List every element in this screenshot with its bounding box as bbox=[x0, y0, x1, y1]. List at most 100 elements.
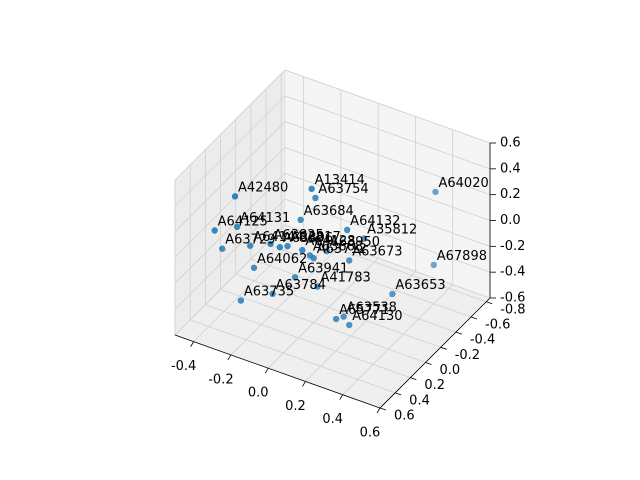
grid-z-left bbox=[174, 121, 286, 232]
point-label-A63653: A63653 bbox=[395, 278, 445, 293]
point-label-A64130: A64130 bbox=[352, 309, 402, 324]
point-label-A35812: A35812 bbox=[367, 223, 417, 238]
point-A63735 bbox=[237, 297, 245, 304]
point-A63684 bbox=[297, 216, 304, 224]
grid-z-left bbox=[174, 198, 286, 310]
point-A63941 bbox=[291, 274, 299, 281]
point-label-A42480: A42480 bbox=[238, 180, 288, 195]
tick-labels: -0.4-0.20.00.20.40.6-0.8-0.6-0.4-0.20.00… bbox=[171, 136, 526, 441]
x-tick bbox=[302, 381, 306, 387]
x-tick-label: -0.4 bbox=[171, 359, 196, 374]
point-A63712 bbox=[310, 254, 317, 262]
grid-y-floor bbox=[205, 304, 411, 379]
grid-x-floor bbox=[230, 244, 342, 356]
y-tick bbox=[455, 331, 462, 335]
x-tick bbox=[376, 407, 381, 414]
x-tick-label: 0.4 bbox=[322, 412, 343, 427]
point-label-A63668: A63668 bbox=[313, 239, 363, 254]
point-A67898 bbox=[430, 261, 437, 269]
grid-z-back bbox=[284, 224, 491, 299]
grid-z-back bbox=[284, 95, 491, 170]
y-tick-label: -0.4 bbox=[470, 333, 495, 348]
grid-x-floor bbox=[267, 257, 379, 369]
point-A64128 bbox=[299, 246, 306, 254]
x-tick-label: -0.2 bbox=[208, 372, 233, 387]
point-label-A63673: A63673 bbox=[352, 244, 402, 259]
point-label-A13414: A13414 bbox=[315, 173, 365, 188]
grid-y-floor bbox=[220, 289, 426, 363]
grid-y-floor bbox=[190, 319, 396, 394]
point-A63754 bbox=[312, 194, 319, 202]
grid-y-floor bbox=[235, 273, 441, 348]
x-tick-label: 0.6 bbox=[360, 426, 381, 441]
point-A63538 bbox=[340, 313, 347, 320]
point-A35812 bbox=[360, 235, 368, 242]
point-label-A64020: A64020 bbox=[438, 176, 488, 191]
y-tick bbox=[410, 377, 417, 381]
point-A64144 bbox=[247, 242, 254, 249]
grid-z-left bbox=[174, 69, 286, 181]
point-A63729 bbox=[219, 245, 226, 252]
x-tick bbox=[190, 341, 194, 347]
point-label-A64144: A64144 bbox=[253, 230, 303, 245]
point-A64062 bbox=[250, 264, 258, 271]
point-label-A63784: A63784 bbox=[276, 278, 326, 293]
y-tick bbox=[395, 392, 402, 396]
point-A64020 bbox=[432, 188, 439, 196]
point-A42480 bbox=[231, 193, 239, 200]
point-A63950 bbox=[323, 247, 331, 255]
point-A64125 bbox=[211, 227, 218, 234]
grid-z-left bbox=[174, 147, 286, 258]
z-tick-label: 0.4 bbox=[500, 161, 521, 176]
x-axis-line bbox=[174, 334, 381, 409]
point-label-A63712: A63712 bbox=[317, 242, 367, 257]
grid-z-back bbox=[284, 69, 491, 144]
point-label-A64125: A64125 bbox=[218, 214, 268, 229]
gridlines bbox=[174, 69, 491, 409]
grid-x-floor bbox=[305, 271, 416, 382]
y-tick bbox=[486, 301, 493, 305]
grid-x-floor bbox=[342, 284, 454, 396]
point-label-A63684: A63684 bbox=[304, 204, 354, 219]
grid-z-left bbox=[174, 95, 286, 207]
x-tick-label: 0.2 bbox=[285, 399, 306, 414]
point-label-A63817: A63817 bbox=[290, 230, 340, 245]
y-tick-label: 0.2 bbox=[424, 378, 445, 393]
point-A64132 bbox=[343, 226, 351, 234]
grid-x-floor bbox=[193, 231, 304, 342]
z-tick-label: 0.2 bbox=[500, 187, 521, 202]
grid-z-back bbox=[284, 172, 491, 247]
y-tick-label: -0.8 bbox=[500, 302, 525, 317]
y-axis-line bbox=[379, 297, 491, 409]
x-tick bbox=[264, 367, 269, 374]
point-label-A63941: A63941 bbox=[298, 261, 348, 276]
point-A65771 bbox=[332, 315, 340, 323]
z-tick-label: -0.6 bbox=[500, 291, 525, 306]
y-tick-label: 0.6 bbox=[394, 409, 415, 424]
z-tick-label: -0.2 bbox=[500, 239, 525, 254]
z-tick-label: -0.4 bbox=[500, 265, 525, 280]
point-label-A64131: A64131 bbox=[240, 211, 290, 226]
point-label-A64062: A64062 bbox=[257, 252, 307, 267]
point-A63896 bbox=[276, 244, 284, 251]
y-tick bbox=[379, 407, 387, 411]
point-label-A41783: A41783 bbox=[320, 271, 370, 286]
x-tick bbox=[339, 394, 344, 400]
point-label-A65771: A65771 bbox=[339, 303, 389, 318]
point-label-A63950: A63950 bbox=[330, 235, 380, 250]
point-label-A64128: A64128 bbox=[305, 234, 355, 249]
point-label-A63825: A63825 bbox=[274, 228, 324, 243]
tick-marks bbox=[190, 142, 496, 414]
point-A63784 bbox=[269, 290, 276, 298]
y-tick-label: -0.2 bbox=[455, 348, 480, 363]
data-points bbox=[211, 185, 439, 329]
point-A63817 bbox=[284, 242, 291, 250]
point-label-A64132: A64132 bbox=[350, 214, 400, 229]
point-A63653 bbox=[389, 290, 396, 298]
grid-z-back bbox=[284, 147, 491, 221]
z-tick-label: 0.6 bbox=[500, 136, 521, 151]
point-label-A67898: A67898 bbox=[437, 249, 487, 264]
